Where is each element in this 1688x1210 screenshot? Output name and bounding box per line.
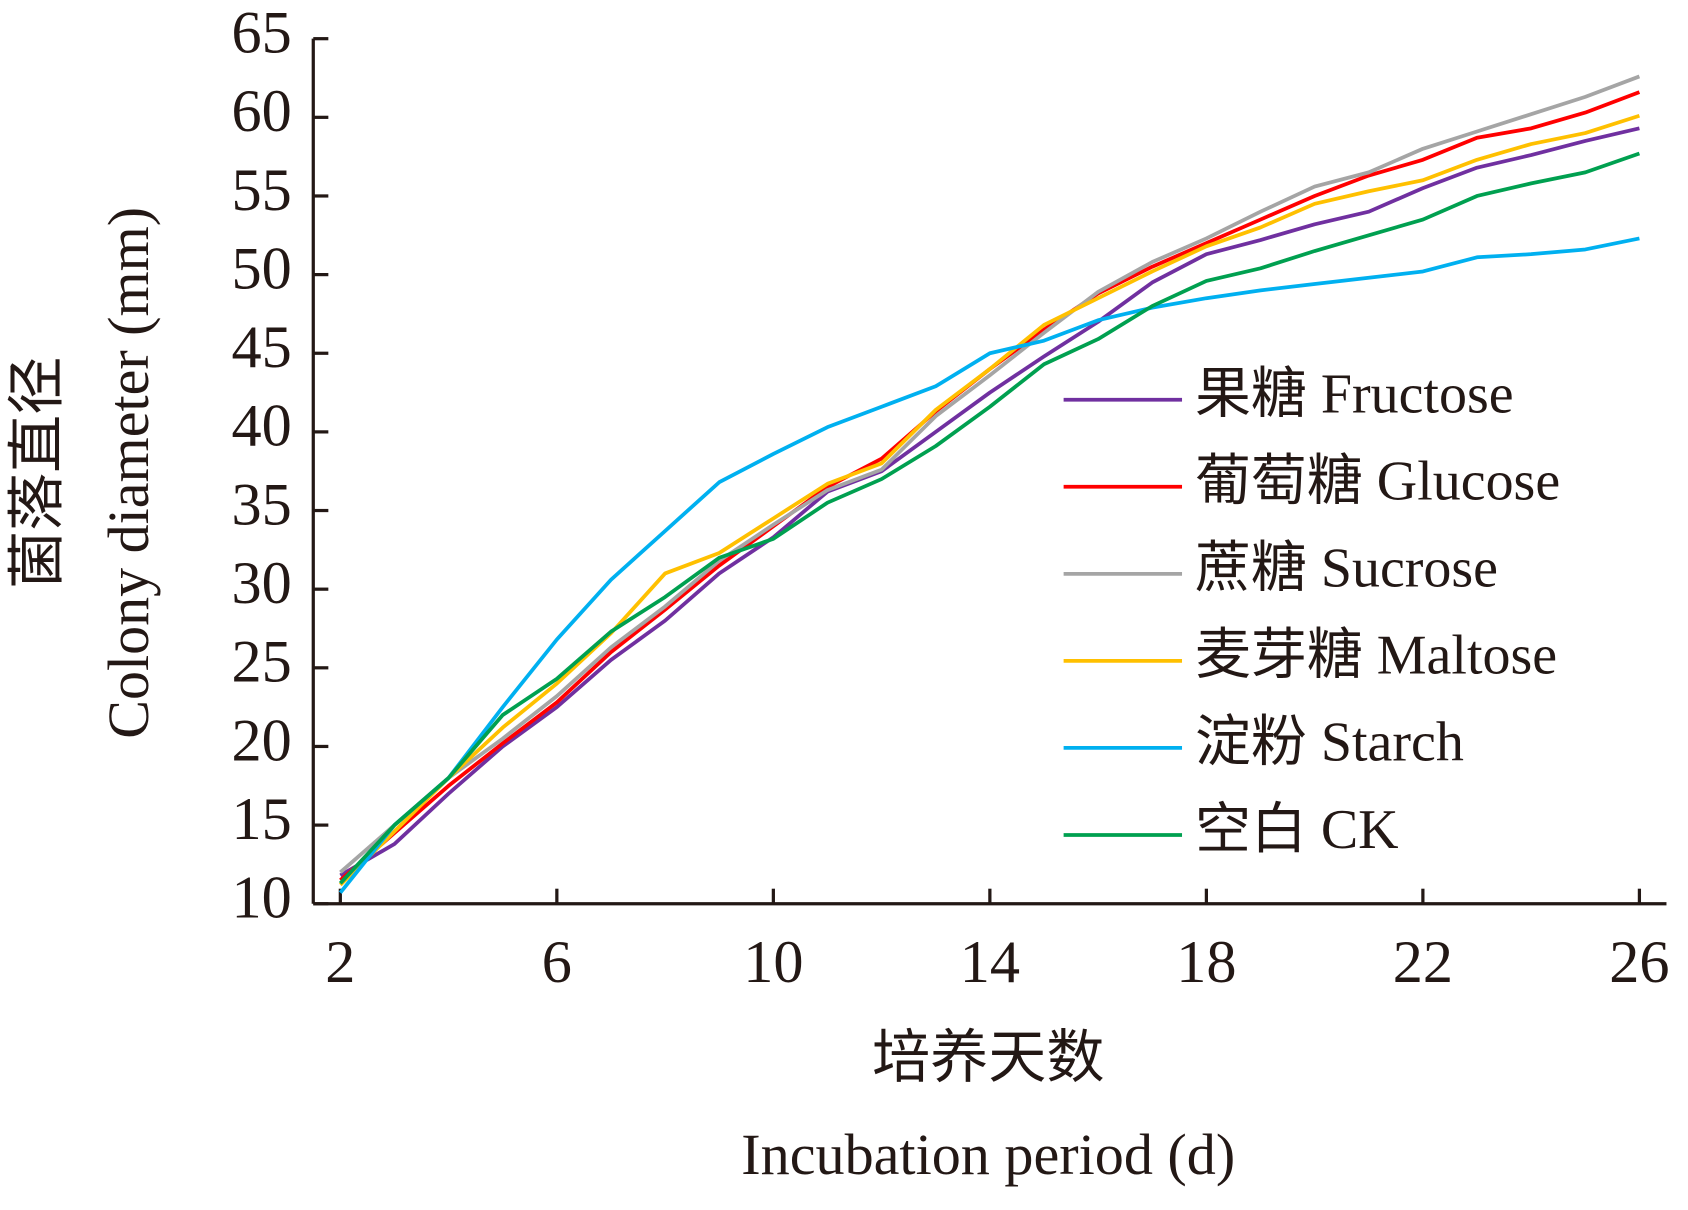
- x-tick-label: 6: [542, 929, 572, 996]
- series-line: [339, 113, 1640, 887]
- y-tick-label: 45: [231, 314, 291, 381]
- series-line: [339, 74, 1641, 874]
- y-tick-label: 30: [231, 550, 291, 617]
- y-tick-label: 10: [231, 865, 291, 932]
- y-tick-label: 50: [231, 235, 291, 302]
- y-tick-label: 20: [231, 707, 291, 774]
- y-tick-label: 60: [231, 78, 291, 145]
- y-tick-label: 65: [231, 0, 291, 66]
- y-tick-label: 40: [231, 393, 291, 460]
- legend-label: 果糖 Fructose: [1195, 364, 1514, 426]
- legend-label: 蔗糖 Sucrose: [1195, 538, 1498, 600]
- series-line: [339, 126, 1640, 878]
- x-tick-label: 22: [1393, 929, 1453, 996]
- series-line: [338, 236, 1640, 894]
- y-tick-label: 15: [231, 786, 291, 853]
- x-axis-label: Incubation period (d): [741, 1122, 1235, 1187]
- x-tick-label: 10: [743, 929, 803, 996]
- y-tick-label: 55: [231, 157, 291, 224]
- y-tick-label: 35: [231, 471, 291, 538]
- legend-label: 淀粉 Starch: [1195, 712, 1464, 774]
- y-axis-label: Colony diameter (mm): [96, 207, 161, 739]
- x-axis-label: 培养天数: [872, 1025, 1105, 1090]
- x-tick-label: 18: [1176, 929, 1236, 996]
- y-axis-label: 菌落直径: [4, 357, 69, 589]
- x-tick-label: 26: [1609, 929, 1669, 996]
- legend-label: 麦芽糖 Maltose: [1195, 625, 1557, 687]
- y-tick-label: 25: [231, 629, 291, 696]
- x-tick-label: 2: [325, 929, 355, 996]
- series-line: [338, 151, 1641, 885]
- legend-label: 空白 CK: [1195, 799, 1399, 861]
- legend-label: 葡萄糖 Glucose: [1195, 451, 1560, 513]
- x-tick-label: 14: [960, 929, 1020, 996]
